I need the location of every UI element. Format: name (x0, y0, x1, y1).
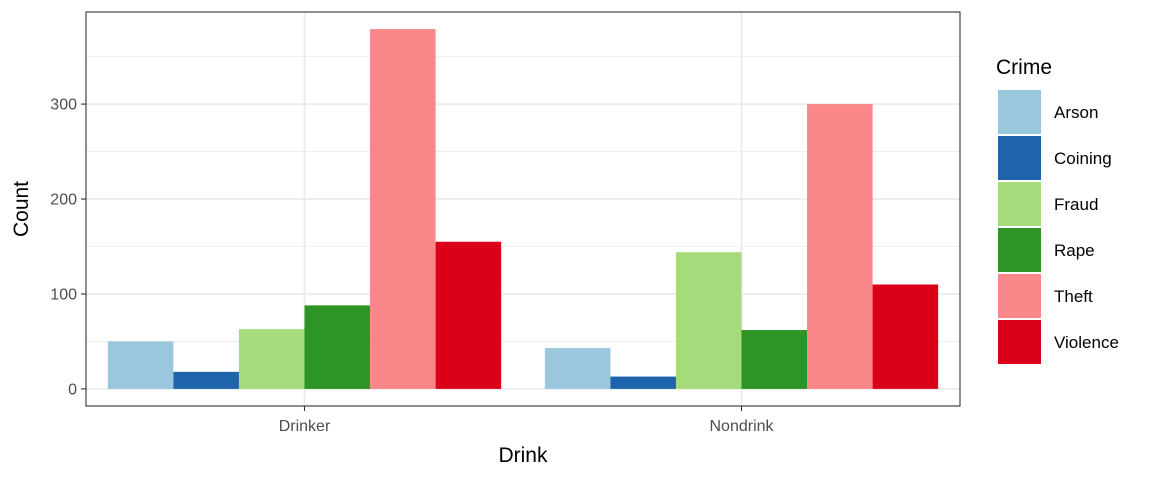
legend: Crime Arson Coining Fraud Rape Theft Violence (996, 56, 1119, 364)
legend-title: Crime (996, 56, 1052, 79)
legend-label-coining: Coining (1054, 149, 1112, 168)
bar-theft-drinker (370, 29, 436, 389)
legend-key-theft (998, 274, 1041, 318)
legend-key-coining (998, 136, 1041, 180)
bar-fraud-drinker (238, 329, 305, 389)
legend-label-theft: Theft (1054, 287, 1093, 306)
bar-arson-drinker (107, 341, 174, 389)
legend-label-fraud: Fraud (1054, 195, 1098, 214)
legend-key-arson (998, 90, 1041, 134)
bar-coining-drinker (173, 371, 239, 389)
legend-label-arson: Arson (1054, 103, 1098, 122)
bars (107, 29, 939, 389)
y-tick-label: 0 (68, 381, 77, 398)
x-tick-label: Nondrink (709, 418, 774, 435)
bar-arson-nondrink (544, 348, 611, 389)
bar-rape-drinker (304, 305, 371, 389)
legend-label-violence: Violence (1054, 333, 1119, 352)
bar-rape-nondrink (741, 330, 808, 389)
y-tick-label: 100 (50, 286, 77, 303)
bar-violence-nondrink (872, 284, 939, 389)
bar-coining-nondrink (610, 376, 676, 389)
y-axis-title: Count (10, 181, 33, 237)
legend-key-fraud (998, 182, 1041, 226)
legend-key-violence (998, 320, 1041, 364)
plot-panel-border (85, 11, 961, 407)
x-tick-label: Drinker (279, 418, 331, 435)
bar-fraud-nondrink (675, 252, 742, 389)
x-axis: Drinker Nondrink (279, 406, 775, 435)
y-axis: 0 100 200 300 (50, 97, 86, 398)
y-tick-label: 300 (50, 97, 77, 114)
legend-label-rape: Rape (1054, 241, 1095, 260)
bar-violence-drinker (435, 241, 502, 389)
x-axis-title: Drink (498, 444, 548, 467)
y-tick-label: 200 (50, 192, 77, 209)
legend-key-rape (998, 228, 1041, 272)
bar-theft-nondrink (807, 104, 873, 389)
